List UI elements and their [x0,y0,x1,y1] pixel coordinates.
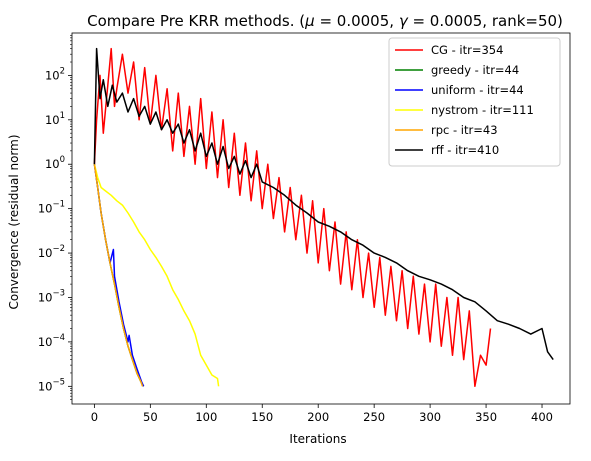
series-lines [93,47,554,388]
chart-title-mu-value: = 0.0005, [315,12,399,30]
series-line-4 [93,164,144,387]
x-tick-label: 100 [195,410,217,424]
x-tick-label: 200 [307,410,329,424]
y-tick-base: 10 [38,379,53,393]
x-tick-label: 50 [143,410,158,424]
y-tick-label: 10−5 [38,377,65,393]
y-tick-exponent: −4 [52,333,65,343]
chart-title-gamma: γ [399,12,409,30]
axes: 0 50 100 150 200 250 300 350 40010−510−410−310−2… [38,32,571,424]
series-line-5 [93,47,554,361]
chart-title-prefix: Compare Pre KRR methods. ( [87,12,305,30]
y-axis-label: Convergence (residual norm) [7,134,21,309]
y-tick-base: 10 [38,335,53,349]
y-tick-label: 100 [45,155,65,171]
x-tick-label: 300 [419,410,441,424]
legend-label-0: CG - itr=354 [431,43,503,57]
x-tick-label: 150 [251,410,273,424]
y-tick-exponent: −1 [52,200,65,210]
y-tick-exponent: −2 [52,244,65,254]
y-tick-base: 10 [38,246,53,260]
series-line-3 [93,164,220,387]
legend-label-3: nystrom - itr=111 [431,103,534,117]
y-tick-label: 10−4 [38,333,65,349]
legend-label-1: greedy - itr=44 [431,63,519,77]
legend-box [388,37,561,167]
y-tick-label: 10−2 [38,244,65,260]
chart-title: Compare Pre KRR methods. (μ = 0.0005, γ … [87,12,563,30]
y-tick-exponent: −5 [52,377,65,387]
x-tick-label: 400 [531,410,553,424]
y-tick-exponent: 2 [60,66,65,76]
y-tick-base: 10 [45,68,60,82]
y-tick-base: 10 [45,113,60,127]
legend-label-5: rff - itr=410 [431,143,499,157]
y-tick-exponent: 0 [60,155,65,165]
plot-area [93,47,554,388]
y-tick-base: 10 [38,202,53,216]
y-tick-exponent: 1 [60,111,65,121]
x-tick-label: 0 [91,410,98,424]
chart-title-gamma-value: = 0.0005, rank=50) [408,12,563,30]
y-tick-exponent: −3 [52,288,65,298]
y-tick-base: 10 [38,290,53,304]
x-axis-label: Iterations [289,432,346,446]
x-tick-label: 350 [475,410,497,424]
series-line-0 [93,47,492,388]
chart-title-mu: μ [304,12,315,30]
x-tick-label: 250 [363,410,385,424]
legend: CG - itr=354 greedy - itr=44 uniform - itr… [388,37,561,167]
y-tick-label: 102 [45,66,65,82]
y-tick-base: 10 [45,157,60,171]
series-line-2 [93,164,145,387]
y-tick-label: 10−1 [38,200,65,216]
legend-label-2: uniform - itr=44 [431,83,524,97]
y-tick-label: 101 [45,111,65,127]
legend-label-4: rpc - itr=43 [431,123,498,137]
series-line-1 [93,164,145,387]
y-tick-label: 10−3 [38,288,65,304]
